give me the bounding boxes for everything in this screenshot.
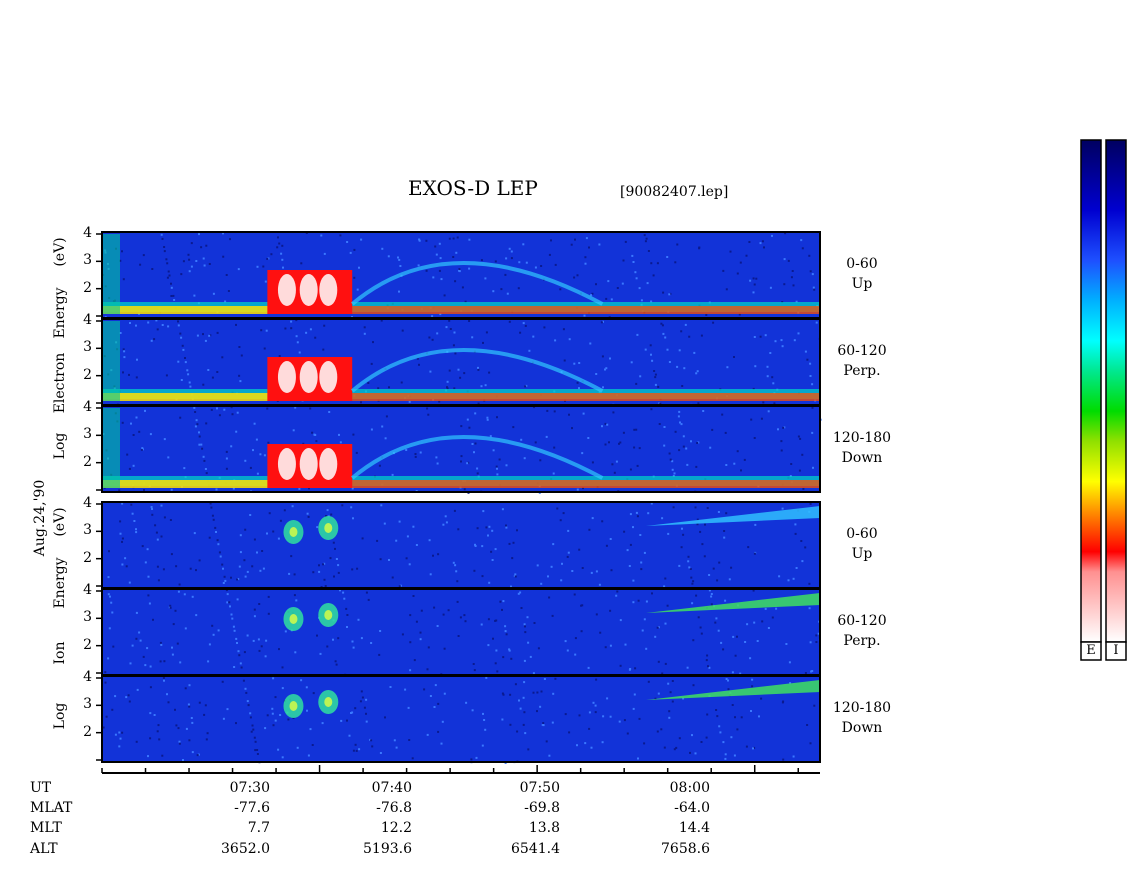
ephemeris-row-label: ALT	[30, 841, 58, 857]
y-tick-label: 3	[83, 522, 92, 539]
y-tick-label: 4	[83, 495, 92, 511]
ephemeris-ut-value: 07:40	[371, 780, 412, 796]
ephemeris-row-label: UT	[30, 780, 52, 796]
panel-pitch-angle-label: 120-180	[832, 700, 892, 716]
ephemeris-mlt-value: 13.8	[528, 820, 560, 836]
ephemeris-row-label: MLT	[30, 820, 62, 836]
colorbar-label: E	[1086, 643, 1096, 658]
y-tick-label: 3	[83, 696, 92, 713]
panel-pitch-angle-label: 60-120	[837, 613, 887, 629]
panel-direction-label: Perp.	[843, 633, 881, 649]
ephemeris-mlt-value: 14.4	[678, 820, 710, 836]
panel-direction-label: Up	[851, 546, 873, 562]
ephemeris-alt-value: 6541.4	[511, 841, 560, 857]
y-tick-label: 4	[83, 582, 92, 598]
ephemeris-ut-value: 07:30	[229, 780, 270, 796]
ion-panel-0	[101, 501, 821, 590]
colorbar-E	[1080, 139, 1102, 643]
y-tick-label: 2	[83, 549, 92, 566]
panel-direction-label: Down	[841, 720, 883, 736]
y-tick-label: 2	[83, 279, 92, 296]
ion-panel-1	[101, 588, 821, 677]
file-name: [90082407.lep]	[620, 184, 729, 200]
ephemeris-mlt-value: 7.7	[247, 820, 270, 836]
y-tick-label: 4	[83, 669, 92, 685]
y-tick-label: 3	[83, 609, 92, 626]
y-axis-label-part: (eV)	[52, 507, 68, 537]
electron-panel-2	[101, 405, 822, 494]
y-tick-label: 2	[83, 723, 92, 740]
ephemeris-mlat-value: -64.0	[674, 800, 710, 816]
panel-pitch-angle-label: 120-180	[832, 430, 892, 446]
electron-panel-1	[101, 318, 821, 407]
y-tick-label: 4	[83, 399, 92, 415]
colorbar-I	[1105, 139, 1127, 643]
ephemeris-ut-value: 08:00	[669, 780, 710, 796]
y-tick-label: 4	[83, 225, 92, 241]
ephemeris-mlat-value: -76.8	[376, 800, 412, 816]
panel-pitch-angle-label: 0-60	[846, 256, 878, 272]
ephemeris-ut-value: 07:50	[519, 780, 560, 796]
ephemeris-mlt-value: 12.2	[380, 820, 412, 836]
ephemeris-alt-value: 7658.6	[661, 841, 710, 857]
y-tick-label: 3	[83, 339, 92, 356]
ephemeris-mlat-value: -77.6	[234, 800, 270, 816]
ephemeris-mlat-value: -69.8	[524, 800, 560, 816]
y-tick-label: 2	[83, 636, 92, 653]
chart-title: EXOS-D LEP	[408, 176, 538, 200]
date-label: Aug.24,'90	[32, 479, 48, 557]
y-tick-label: 3	[83, 426, 92, 443]
y-axis-label-part: (eV)	[52, 237, 68, 267]
y-tick-label: 2	[83, 453, 92, 470]
ephemeris-alt-value: 3652.0	[221, 841, 270, 857]
electron-panel-0	[101, 231, 821, 320]
y-tick-label: 3	[83, 252, 92, 269]
y-tick-label: 4	[83, 312, 92, 328]
panel-pitch-angle-label: 60-120	[837, 343, 887, 359]
y-tick-label: 2	[83, 366, 92, 383]
panel-direction-label: Perp.	[843, 363, 881, 379]
panel-pitch-angle-label: 0-60	[846, 526, 878, 542]
colorbar-label: I	[1113, 643, 1119, 658]
ion-panel-2	[101, 675, 821, 764]
ephemeris-row-label: MLAT	[30, 800, 73, 816]
panel-direction-label: Down	[841, 450, 883, 466]
ephemeris-alt-value: 5193.6	[363, 841, 412, 857]
panel-direction-label: Up	[851, 276, 873, 292]
